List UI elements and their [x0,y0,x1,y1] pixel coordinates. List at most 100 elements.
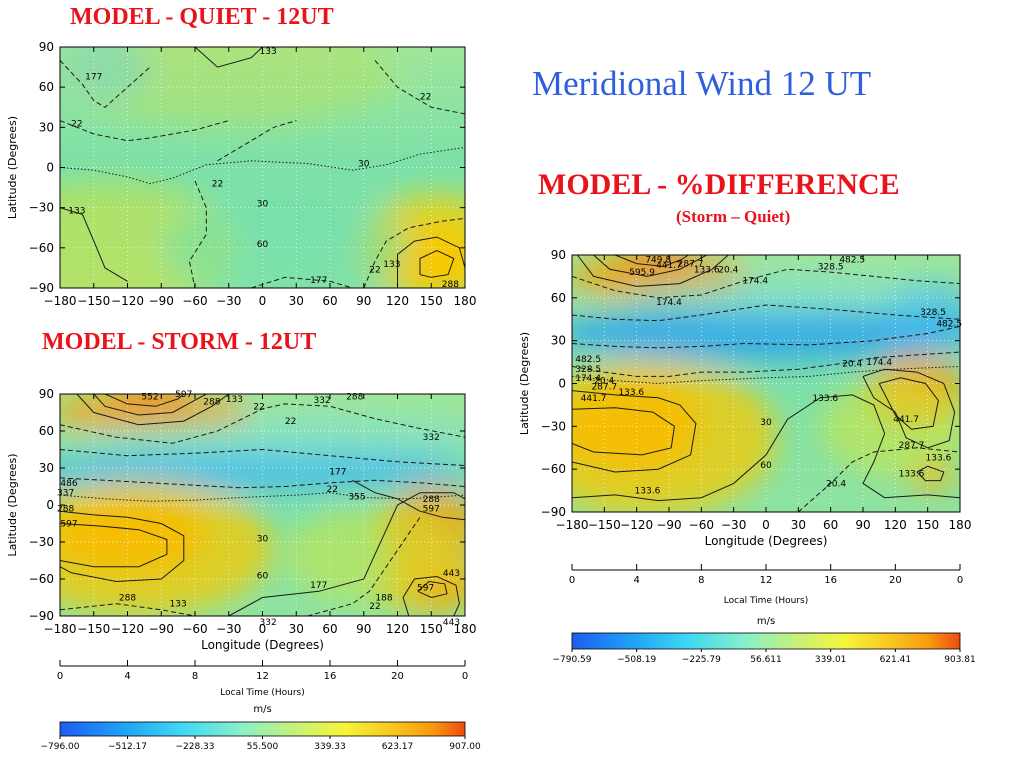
contour-line [307,517,421,616]
x-axis-title: Longitude (Degrees) [705,534,828,548]
contour-label: 288 [423,495,440,505]
x-tick-label: 150 [420,622,443,636]
contour-label: 133 [383,260,400,270]
contour-line [363,217,465,288]
contour-line [797,447,960,512]
local-time-tick-label: 0 [957,575,963,586]
contour-line [60,403,465,444]
x-tick-label: −60 [182,294,207,308]
contour-label: 60 [257,571,269,581]
contour-line [572,407,675,456]
contour-lines [60,47,465,288]
contour-label: 133 [68,206,85,216]
contour-line [614,255,689,267]
contour-label: 133.6 [618,388,644,398]
contour-label: 288 [203,397,220,407]
color-field [60,394,465,616]
x-tick-label: 0 [259,294,267,308]
contour-line [916,465,945,482]
y-tick-label: 90 [39,40,54,54]
contour-label: 441.7 [581,394,607,404]
contour-line [104,394,185,407]
x-tick-label: −150 [588,518,621,532]
contour-line [60,510,185,583]
x-tick-label: 120 [386,294,409,308]
contour-line [60,120,229,142]
contour-label: 22 [71,119,82,129]
local-time-tick-label: 0 [57,671,63,682]
color-blob [572,359,777,512]
contour-label: 174.4 [575,374,601,384]
diff-subtitle: (Storm – Quiet) [676,207,791,226]
y-tick-label: −60 [541,462,566,476]
x-tick-label: 180 [454,294,477,308]
x-tick-label: −120 [111,622,144,636]
contour-label: 133 [226,395,243,405]
contour-line [417,580,448,599]
contour-line [397,236,465,288]
contour-line [577,255,729,287]
colorbar [571,632,961,650]
contour-label: 20.4 [842,360,862,370]
x-tick-label: 60 [823,518,838,532]
x-tick-label: −60 [182,622,207,636]
x-tick-label: −30 [216,622,241,636]
contour-label: 133 [170,600,187,610]
local-time-tick-label: 12 [256,671,269,682]
contour-line [572,394,960,502]
contour-line [862,368,956,449]
x-tick-label: 120 [386,622,409,636]
contour-line [572,390,697,473]
color-field [572,255,960,512]
contour-line [251,276,353,288]
color-blob [82,414,465,460]
y-tick-label: 30 [39,120,54,134]
x-tick-label: 150 [916,518,939,532]
contour-label: 177 [85,72,102,82]
grid [60,47,465,288]
contour-label: 482.5 [839,255,865,265]
x-tick-label: −60 [689,518,714,532]
contour-line [352,479,465,521]
colorbar-unit: m/s [253,704,271,715]
contour-label: 288 [346,392,363,402]
colorbar-tick-label: −512.17 [108,742,147,752]
contour-line [60,448,465,466]
y-tick-label: −90 [29,609,54,623]
y-tick-label: 60 [551,291,566,305]
contour-line [374,60,465,115]
y-tick-label: 90 [551,248,566,262]
contour-label: 22 [369,265,380,275]
contour-label: 60 [760,461,772,471]
x-tick-label: −180 [44,294,77,308]
contour-line [60,60,151,108]
contour-label: 188 [375,594,392,604]
contour-label: 174.4 [656,298,682,308]
colorbar-tick-label: −228.33 [175,742,214,752]
contour-line [60,207,128,282]
contour-line [194,47,263,68]
colorbar-tick-label: 623.17 [382,742,414,752]
colorbar-tick-label: 56.611 [750,655,782,665]
colorbar-tick-label: −508.19 [617,655,656,665]
y-tick-label: −60 [29,241,54,255]
colorbar-tick-label: −225.79 [682,655,721,665]
x-tick-label: 90 [356,622,371,636]
quiet-title: MODEL - QUIET - 12UT [70,4,334,30]
local-time-tick-label: 16 [324,671,337,682]
contour-label: 133 [260,47,277,57]
contour-label: 22 [327,485,338,495]
contour-label: 443 [443,618,460,628]
x-tick-label: −30 [721,518,746,532]
y-tick-label: 0 [46,498,54,512]
contour-label: 337 [57,489,74,499]
colorbar-unit: m/s [757,616,775,627]
contour-label: 22 [253,402,264,412]
contour-label: 30 [257,200,269,210]
contour-line [593,255,707,277]
contour-line [60,523,168,568]
y-tick-label: −60 [29,572,54,586]
local-time-tick-label: 4 [633,575,639,586]
y-tick-label: 90 [39,387,54,401]
